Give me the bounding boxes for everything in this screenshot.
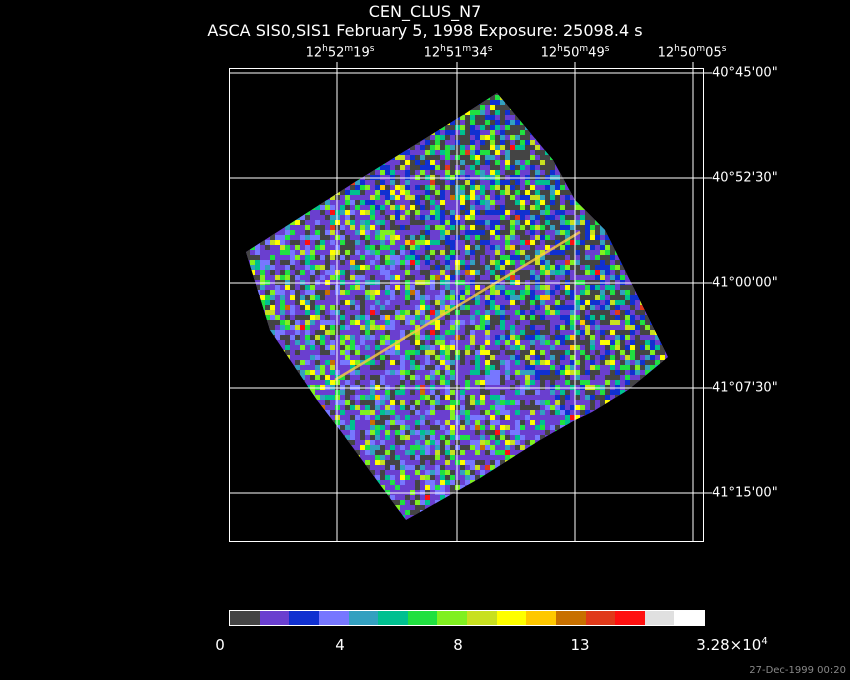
colorbar-label: 0 [215,636,225,654]
colorbar-label: 8 [453,636,463,654]
colorbar-swatch [437,611,467,625]
colorbar-label: 13 [570,636,590,654]
dec-label: 40°52'30" [712,170,778,186]
dec-label: 40°45'00" [712,65,778,81]
colorbar-label: 4 [335,636,345,654]
ra-label: 12h50m49s [540,44,610,61]
colorbar-swatch [555,611,586,625]
ra-label: 12h50m05s [657,44,727,61]
colorbar-swatch [644,611,675,625]
image-subtitle: ASCA SIS0,SIS1 February 5, 1998 Exposure… [207,21,643,40]
ra-label: 12h52m19s [305,44,375,61]
coordinate-grid [230,62,712,542]
colorbar-max-label: 3.28×104 [696,636,768,654]
dec-label: 41°15'00" [712,485,778,501]
timestamp: 27-Dec-1999 00:20 [749,665,846,676]
colorbar-swatch [407,611,438,625]
colorbar-swatch [585,611,616,625]
colorbar-swatch [615,611,645,625]
dec-label: 41°07'30" [712,380,778,396]
ra-label: 12h51m34s [423,44,493,61]
dec-label: 41°00'00" [712,275,778,291]
colorbar-swatch [496,611,527,625]
colorbar-swatch [526,611,556,625]
colorbar-swatch [348,611,379,625]
colorbar-swatch [378,611,408,625]
colorbar-swatch [289,611,319,625]
colorbar-swatch [230,611,260,625]
image-frame [229,68,704,542]
colorbar [229,610,705,626]
colorbar-swatch [259,611,290,625]
colorbar-swatch [318,611,349,625]
image-title: CEN_CLUS_N7 [368,2,482,21]
colorbar-swatch [467,611,497,625]
colorbar-swatch [674,611,704,625]
